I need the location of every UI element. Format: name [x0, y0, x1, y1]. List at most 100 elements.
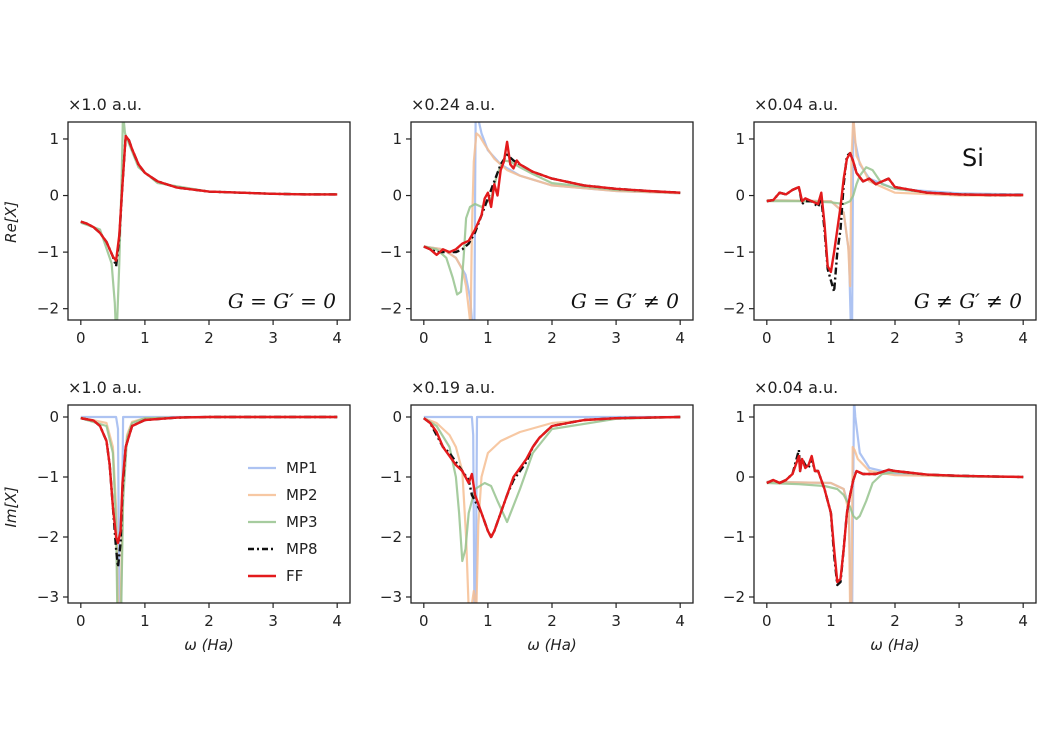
x-axis-label: ω (Ha): [870, 636, 920, 654]
x-tick-label: 2: [204, 329, 214, 347]
series-line-ff: [423, 140, 681, 257]
series-group: [423, 415, 681, 603]
subplot-scale-title: ×1.0 a.u.: [68, 95, 142, 114]
series-line-ff: [80, 415, 338, 545]
series-line-mp8: [423, 153, 681, 254]
y-tick-label: 1: [392, 130, 402, 148]
y-tick-label: −2: [380, 528, 402, 546]
y-axis-label-top: Re[X]: [2, 201, 20, 243]
subplot-scale-title: ×0.04 a.u.: [754, 378, 838, 397]
x-tick-label: 0: [76, 329, 86, 347]
y-tick-label: 0: [392, 187, 402, 205]
series-group: [80, 415, 338, 603]
legend-label-mp3: MP3: [286, 513, 318, 531]
g-vector-annotation: G ≠ G′ ≠ 0: [914, 289, 1022, 313]
g-vector-annotation: G = G′ = 0: [228, 289, 336, 313]
x-tick-label: 1: [140, 612, 150, 630]
x-tick-label: 3: [611, 329, 621, 347]
x-tick-label: 1: [483, 329, 493, 347]
series-line-mp8: [423, 415, 681, 539]
y-tick-label: 1: [735, 408, 745, 426]
y-tick-label: −1: [37, 243, 59, 261]
x-tick-label: 2: [547, 612, 557, 630]
subplot-1: ×1.0 a.u. 0 1 2 3 4 1 0 −1 −2 G = G′ = 0: [37, 95, 351, 347]
series-group: [423, 122, 681, 320]
x-tick-label: 2: [890, 612, 900, 630]
subplot-scale-title: ×0.24 a.u.: [411, 95, 495, 114]
series-line-mp8: [766, 151, 1024, 293]
series-line-ff: [80, 134, 338, 262]
y-tick-label: −2: [723, 300, 745, 318]
x-tick-label: 0: [762, 612, 772, 630]
series-group: [766, 405, 1024, 603]
axes-frame: [410, 404, 694, 604]
x-tick-label: 0: [762, 329, 772, 347]
y-tick-label: −3: [380, 588, 402, 606]
x-tick-label: 3: [954, 612, 964, 630]
x-tick-label: 1: [826, 329, 836, 347]
series-line-mp2: [423, 132, 681, 320]
series-line-mp3: [423, 159, 681, 296]
legend: MP1 MP2 MP3 MP8 FF: [248, 459, 318, 585]
y-tick-label: 0: [735, 187, 745, 205]
x-tick-label: 1: [140, 329, 150, 347]
x-tick-label: 0: [419, 612, 429, 630]
legend-label-mp8: MP8: [286, 540, 318, 558]
y-tick-label: −1: [380, 243, 402, 261]
series-line-mp3: [80, 415, 338, 603]
y-tick-label: −1: [37, 468, 59, 486]
panels-group: ×1.0 a.u. 0 1 2 3 4 1 0 −1 −2 G = G′ = 0 ×0.24 a.u.…: [37, 95, 1037, 654]
series-line-mp2: [423, 415, 681, 603]
x-tick-label: 4: [332, 612, 342, 630]
x-tick-label: 1: [483, 612, 493, 630]
series-line-mp8: [80, 134, 338, 268]
x-tick-label: 4: [1018, 329, 1028, 347]
y-tick-label: −2: [37, 300, 59, 318]
subplot-6: ×0.04 a.u. 0 1 2 3 4 1 0 −1 −2 ω (Ha): [723, 378, 1037, 654]
x-tick-label: 4: [1018, 612, 1028, 630]
series-line-ff: [423, 415, 681, 539]
series-line-mp1: [766, 405, 1024, 603]
subplot-3: ×0.04 a.u. 0 1 2 3 4 1 0 −1 −2 G ≠ G′ ≠ 0 Si: [723, 95, 1037, 347]
subplot-scale-title: ×1.0 a.u.: [68, 378, 142, 397]
x-tick-label: 3: [268, 329, 278, 347]
y-tick-label: −1: [723, 243, 745, 261]
y-tick-label: −2: [37, 528, 59, 546]
y-tick-label: 0: [49, 408, 59, 426]
axes-frame: [753, 404, 1037, 604]
y-tick-label: −1: [723, 528, 745, 546]
subplot-4: ×1.0 a.u. 0 1 2 3 4 0 −1 −2 −3 ω (Ha) MP1 MP2 MP3 MP8 F…: [37, 378, 351, 654]
y-axis-label-bottom: Im[X]: [2, 486, 20, 527]
subplot-2: ×0.24 a.u. 0 1 2 3 4 1 0 −1 −2 G = G′ ≠ 0: [380, 95, 694, 347]
x-axis-label: ω (Ha): [184, 636, 234, 654]
x-tick-label: 4: [675, 612, 685, 630]
y-tick-label: −2: [380, 300, 402, 318]
y-tick-label: 0: [49, 187, 59, 205]
y-tick-label: −1: [380, 468, 402, 486]
y-tick-label: 0: [735, 468, 745, 486]
y-tick-label: 1: [735, 130, 745, 148]
series-group: [80, 122, 338, 320]
legend-label-mp2: MP2: [286, 486, 318, 504]
subplot-scale-title: ×0.04 a.u.: [754, 95, 838, 114]
legend-label-ff: FF: [286, 567, 303, 585]
y-tick-label: 1: [49, 130, 59, 148]
x-tick-label: 4: [332, 329, 342, 347]
legend-label-mp1: MP1: [286, 459, 318, 477]
y-tick-label: −3: [37, 588, 59, 606]
g-vector-annotation: G = G′ ≠ 0: [571, 289, 679, 313]
x-tick-label: 2: [204, 612, 214, 630]
x-tick-label: 0: [76, 612, 86, 630]
x-axis-label: ω (Ha): [527, 636, 577, 654]
x-tick-label: 3: [268, 612, 278, 630]
x-tick-label: 2: [890, 329, 900, 347]
x-tick-label: 4: [675, 329, 685, 347]
subplot-5: ×0.19 a.u. 0 1 2 3 4 0 −1 −2 −3 ω (Ha): [380, 378, 694, 654]
series-line-mp8: [766, 448, 1024, 587]
y-tick-label: 0: [392, 408, 402, 426]
x-tick-label: 3: [611, 612, 621, 630]
series-line-ff: [766, 151, 1024, 274]
series-line-ff: [766, 454, 1024, 584]
subplot-scale-title: ×0.19 a.u.: [411, 378, 495, 397]
